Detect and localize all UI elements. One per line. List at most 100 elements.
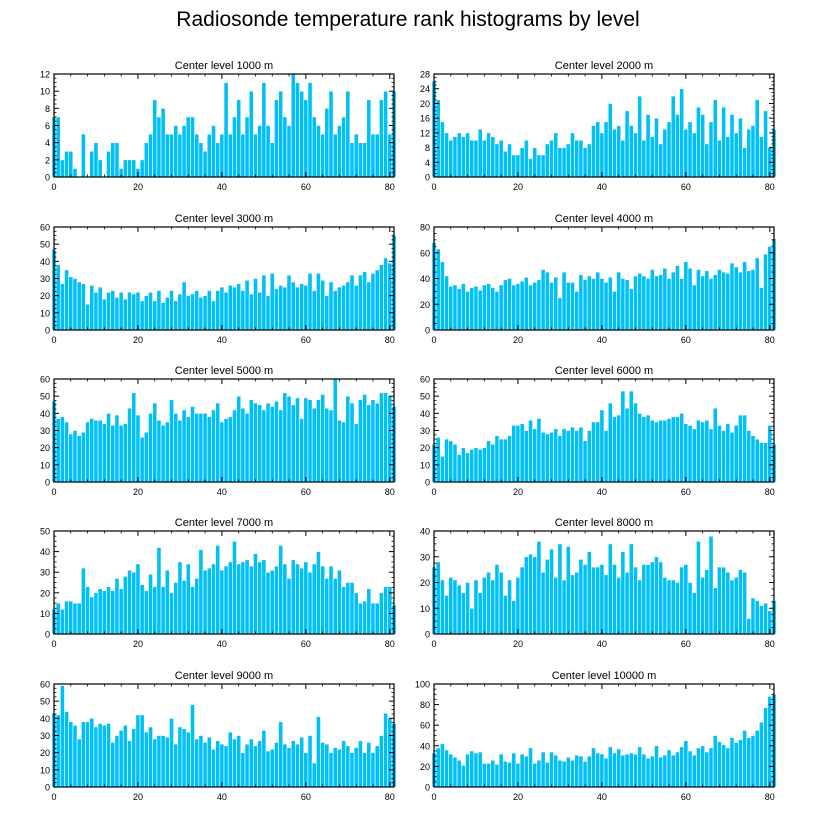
bar-5-17 (502, 438, 508, 483)
bar-0-15 (114, 142, 120, 178)
bar-0-56 (286, 125, 292, 178)
bar-9-14 (490, 759, 496, 788)
bar-7-31 (561, 579, 567, 635)
bar-0-10 (93, 142, 99, 178)
bar-0-76 (370, 133, 376, 178)
bar-3-59 (679, 278, 685, 331)
bar-5-1 (435, 437, 441, 483)
bar-8-76 (370, 752, 376, 788)
x-tick-label-3-0: 0 (431, 335, 436, 345)
x-tick-label-9-0: 0 (431, 792, 436, 802)
bar-2-23 (148, 291, 153, 331)
y-tick-label-7-4: 40 (420, 527, 430, 537)
bar-6-25 (156, 547, 162, 635)
bar-6-44 (236, 563, 242, 635)
bar-6-49 (257, 561, 263, 635)
bar-4-48 (253, 402, 258, 483)
x-tick-label-8-0: 0 (51, 792, 56, 802)
bar-7-1 (435, 561, 441, 635)
bar-2-80 (387, 262, 393, 331)
bar-7-44 (616, 577, 622, 635)
bar-0-62 (311, 116, 317, 178)
y-tick-label-7-2: 20 (420, 578, 430, 588)
bar-9-69 (721, 744, 727, 788)
bar-2-74 (362, 271, 368, 331)
bar-3-54 (658, 274, 664, 331)
bar-7-38 (591, 566, 596, 635)
y-tick-label-8-1: 10 (40, 765, 50, 775)
bar-7-2 (439, 579, 445, 635)
bar-1-18 (507, 143, 512, 178)
bar-6-70 (345, 582, 351, 635)
bar-4-11 (97, 419, 103, 483)
bar-6-67 (332, 578, 338, 635)
bar-0-35 (198, 142, 204, 178)
y-tick-label-5-4: 40 (420, 409, 430, 419)
bar-1-75 (746, 128, 752, 178)
bar-4-69 (341, 421, 347, 483)
panel-title-8: Center level 9000 m (175, 670, 273, 682)
y-tick-label-8-4: 40 (40, 714, 50, 724)
bar-0-79 (383, 90, 389, 178)
bar-6-13 (106, 586, 111, 635)
bar-1-31 (561, 147, 567, 178)
bar-4-49 (257, 404, 263, 483)
bar-4-39 (215, 402, 221, 483)
bar-6-27 (164, 569, 170, 635)
bar-4-8 (85, 421, 90, 483)
y-tick-label-8-3: 30 (40, 731, 50, 741)
bar-4-61 (307, 399, 313, 483)
bar-1-42 (607, 103, 613, 178)
bar-8-46 (244, 743, 250, 788)
bar-7-9 (469, 607, 475, 635)
bar-9-56 (666, 749, 672, 788)
bar-1-10 (473, 139, 479, 178)
bar-0-4 (68, 150, 74, 178)
bar-7-75 (746, 618, 752, 635)
bar-6-15 (114, 578, 120, 635)
bar-1-77 (754, 99, 760, 178)
bar-3-13 (486, 283, 491, 331)
bar-3-43 (612, 291, 617, 331)
bar-5-10 (473, 447, 479, 483)
bar-7-27 (544, 559, 550, 635)
bar-5-34 (574, 430, 580, 483)
bar-6-64 (320, 565, 326, 635)
bar-8-35 (198, 735, 204, 788)
bar-4-14 (110, 425, 116, 483)
bar-4-10 (93, 419, 99, 483)
bar-7-54 (658, 561, 664, 635)
bar-7-36 (582, 564, 588, 635)
bar-0-27 (164, 133, 170, 178)
y-tick-label-9-5: 100 (415, 680, 430, 690)
bar-9-6 (456, 759, 462, 788)
bar-0-37 (206, 133, 212, 178)
bar-1-48 (633, 132, 638, 178)
bar-6-62 (311, 563, 317, 635)
bar-5-70 (725, 423, 731, 483)
bar-6-10 (93, 592, 99, 635)
bar-0-23 (148, 133, 153, 178)
bar-5-22 (523, 430, 529, 483)
bar-7-58 (675, 582, 680, 635)
bar-5-21 (519, 423, 525, 483)
bar-9-78 (759, 721, 764, 788)
x-tick-label-4-4: 80 (385, 487, 395, 497)
bar-1-66 (708, 121, 714, 178)
bar-8-1 (55, 714, 61, 788)
bar-9-49 (637, 746, 643, 788)
bar-3-45 (620, 278, 626, 331)
x-tick-label-9-4: 80 (765, 792, 775, 802)
y-tick-label-6-4: 40 (40, 547, 50, 557)
bar-1-4 (448, 139, 454, 178)
bar-5-75 (746, 430, 752, 483)
bar-5-25 (536, 418, 542, 483)
bar-9-39 (595, 752, 601, 788)
bar-2-24 (152, 300, 158, 331)
bar-3-1 (435, 248, 441, 331)
bar-3-32 (565, 282, 571, 331)
bar-0-44 (236, 99, 242, 178)
bar-2-68 (337, 286, 342, 331)
panel-title-6: Center level 7000 m (175, 517, 273, 529)
bar-7-57 (670, 579, 676, 635)
